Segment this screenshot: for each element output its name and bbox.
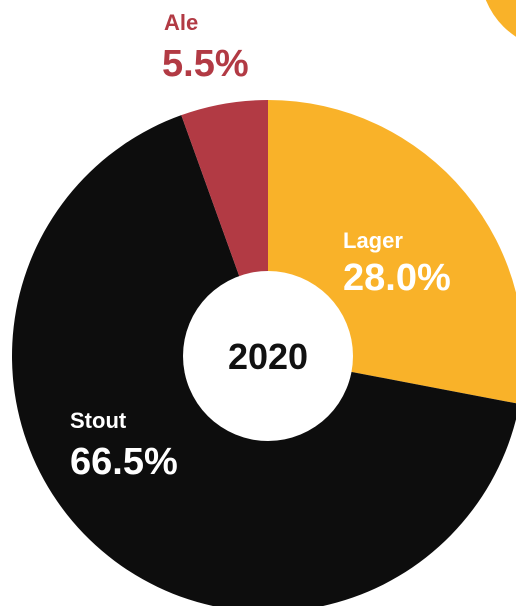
slice-label-lager-value: 28.0%	[343, 257, 451, 299]
center-hole	[183, 271, 353, 441]
slice-label-stout-value: 66.5%	[70, 441, 178, 483]
slice-label-ale-name: Ale	[164, 10, 198, 35]
slice-label-lager-name: Lager	[343, 228, 403, 253]
slice-label-stout-name: Stout	[70, 408, 127, 433]
center-year-label: 2020	[228, 336, 308, 377]
decorative-yellow-circle	[485, 0, 516, 37]
slice-label-ale-value: 5.5%	[162, 43, 249, 85]
